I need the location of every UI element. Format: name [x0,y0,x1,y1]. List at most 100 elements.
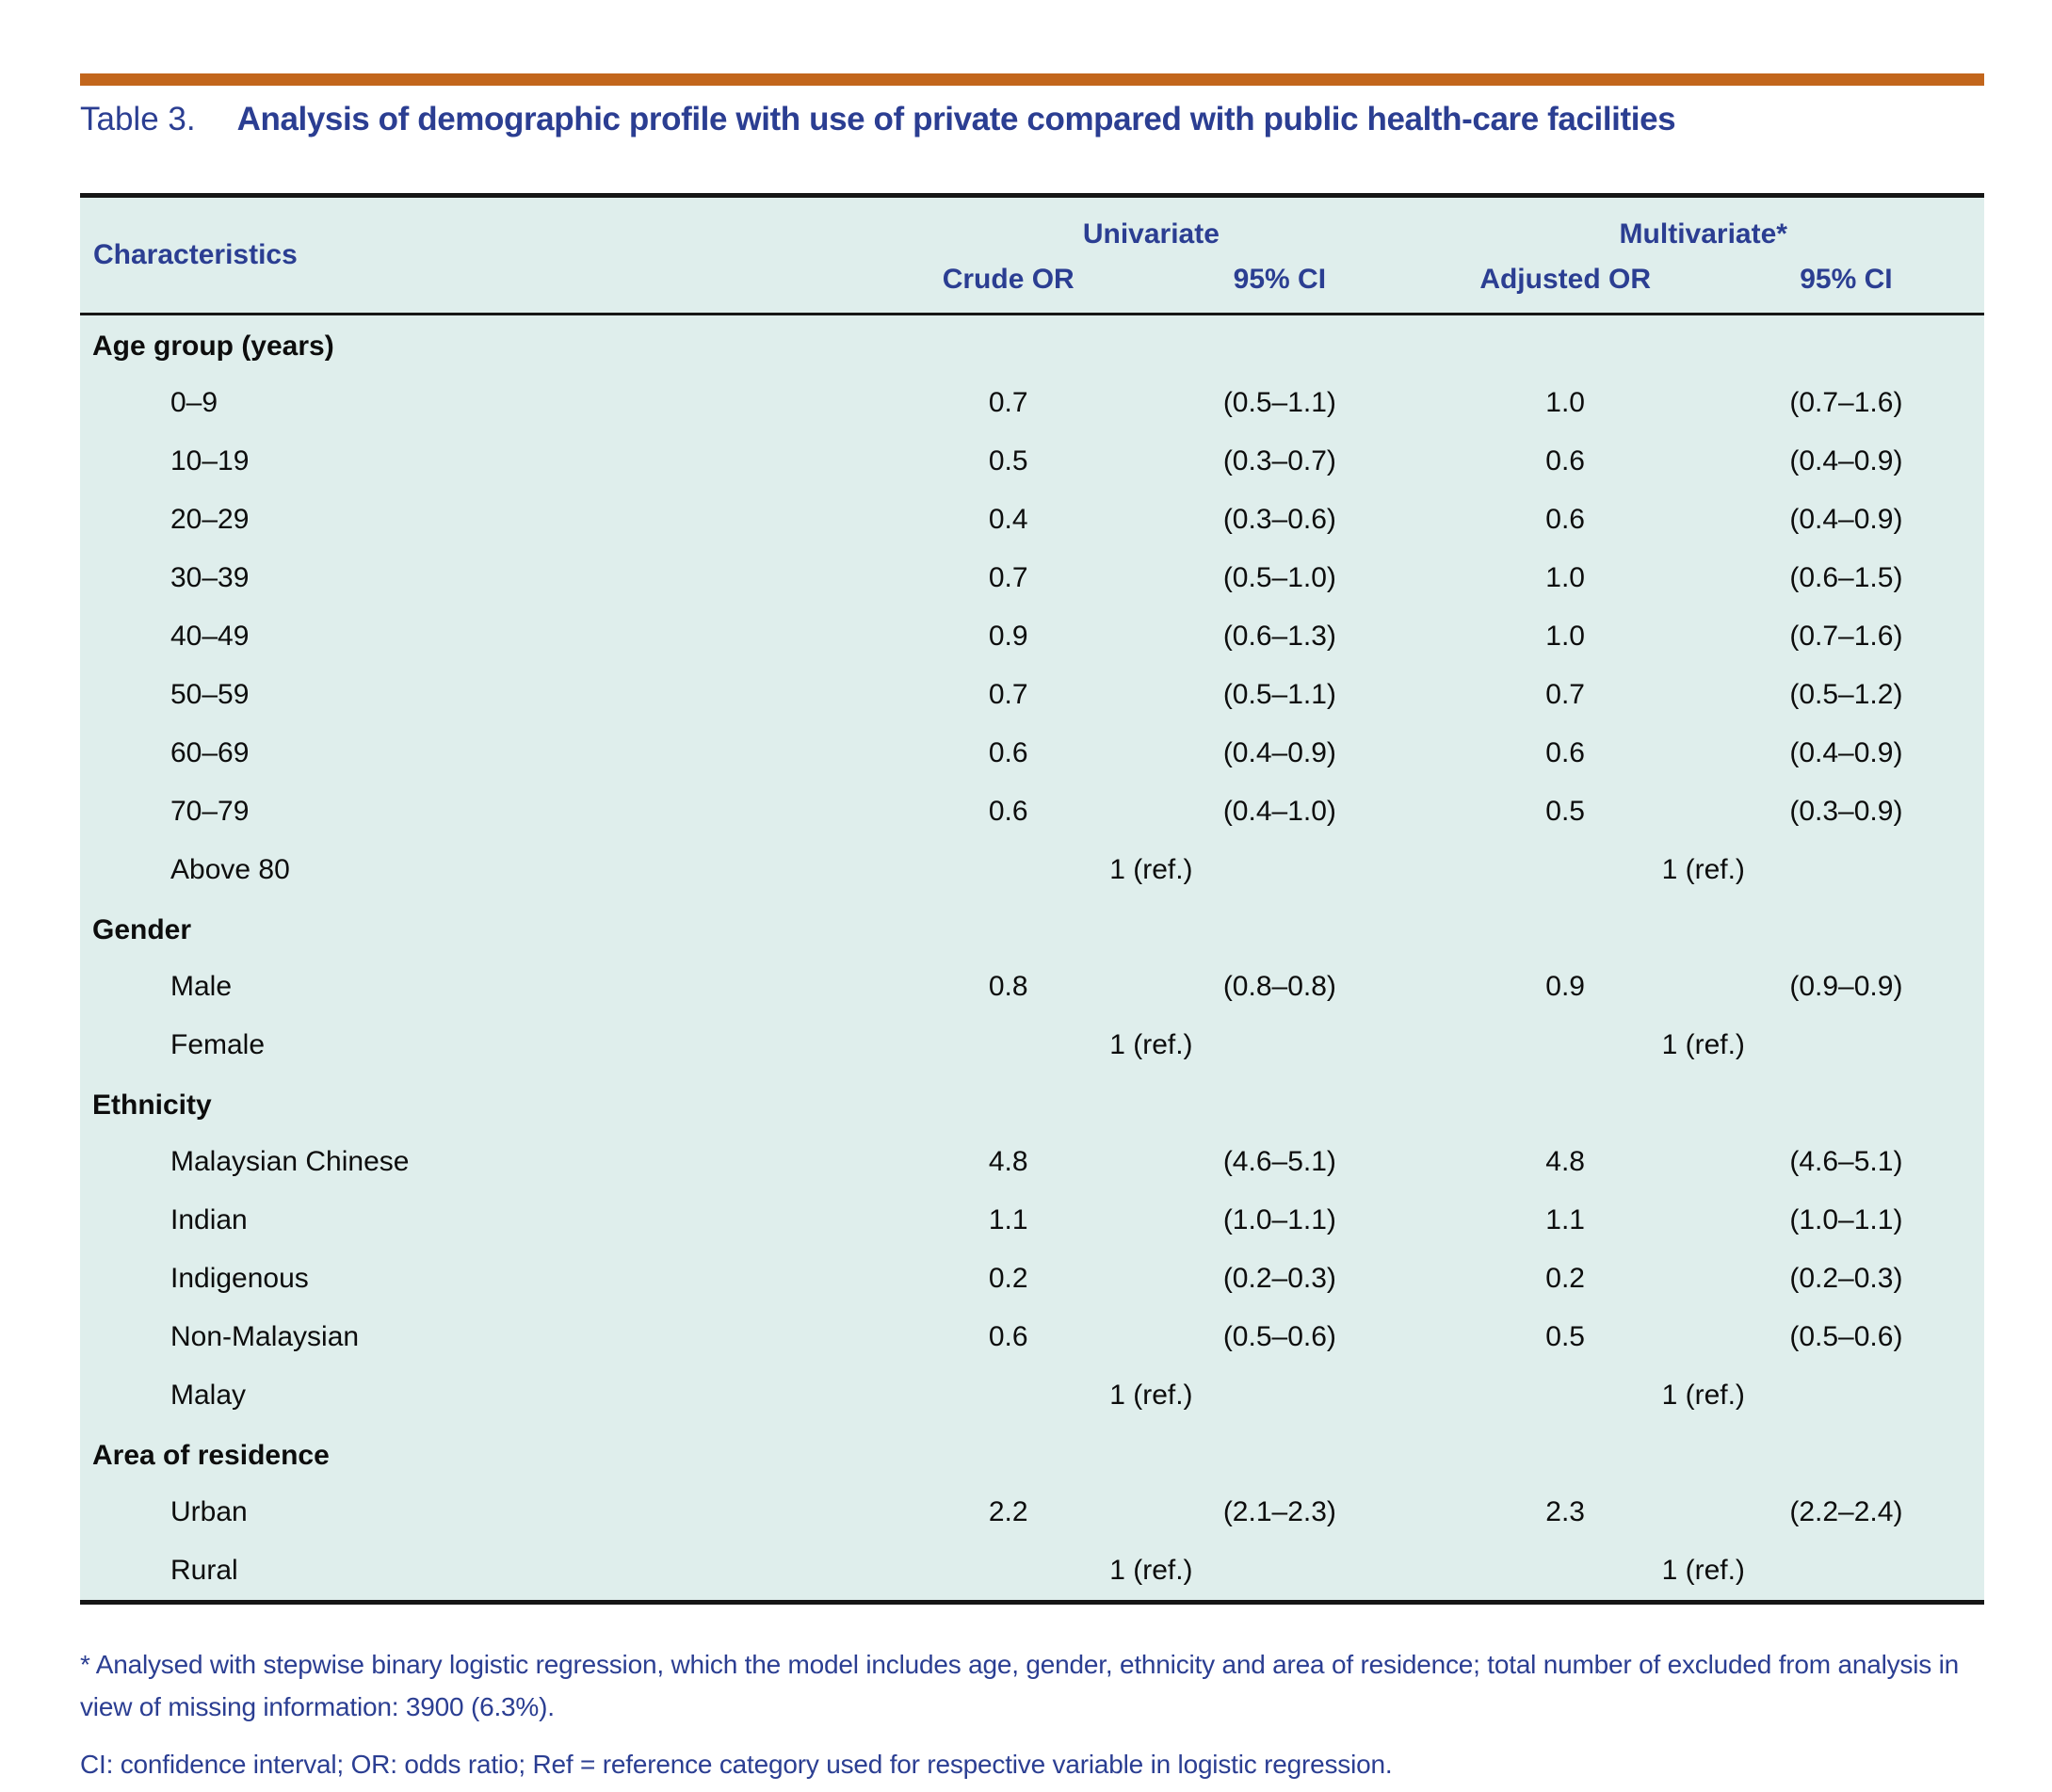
footnotes: * Analysed with stepwise binary logistic… [80,1644,1984,1785]
section-header-row: Ethnicity [80,1074,1984,1133]
table-header: Characteristics Univariate Multivariate*… [80,195,1984,315]
table-row: Malaysian Chinese 4.8 (4.6–5.1) 4.8 (4.6–5.1… [80,1133,1984,1191]
row-label: 60–69 [170,737,250,768]
adjusted-or-value: 0.6 [1545,445,1585,476]
row-label: Malaysian Chinese [170,1146,410,1177]
row-label: Rural [170,1555,238,1586]
demographics-table: Characteristics Univariate Multivariate*… [80,193,1984,1605]
crude-or-value: 0.7 [988,562,1028,593]
sub-header-row: Crude OR 95% CI Adjusted OR 95% CI [80,254,1984,315]
adjusted-ci-value: (1.0–1.1) [1789,1204,1903,1235]
crude-or-value: 0.4 [988,504,1028,535]
crude-ci-value: (0.6–1.3) [1222,621,1336,652]
table-row: Male 0.8 (0.8–0.8) 0.9 (0.9–0.9) [80,958,1984,1016]
adjusted-or-value: 1.0 [1545,387,1585,418]
row-label: Male [170,971,233,1002]
adjusted-or-value: 0.6 [1545,737,1585,768]
crude-or-value: 0.5 [988,445,1028,476]
crude-ci-value: (0.5–1.1) [1222,679,1336,710]
page-title: Analysis of demographic profile with use… [236,101,1676,137]
adjusted-ci-value: (0.4–0.9) [1789,504,1903,535]
table-row: Female 1 (ref.) 1 (ref.) [80,1016,1984,1074]
crude-or-value: 0.6 [988,1321,1028,1352]
adjusted-or-value: 0.9 [1545,971,1585,1002]
column-header-adjusted-or: Adjusted OR [1422,254,1708,315]
table-row: 30–39 0.7 (0.5–1.0) 1.0 (0.6–1.5) [80,549,1984,607]
adjusted-ci-value: (2.2–2.4) [1789,1496,1903,1527]
table-row: Above 80 1 (ref.) 1 (ref.) [80,841,1984,899]
row-label: 30–39 [170,562,250,593]
row-label: Female [170,1029,266,1060]
table-number: Table 3. [80,101,196,137]
table-row: 0–9 0.7 (0.5–1.1) 1.0 (0.7–1.6) [80,374,1984,432]
section-header: Area of residence [92,1440,330,1471]
adjusted-or-value: 1.1 [1545,1204,1585,1235]
table-caption: Table 3. Analysis of demographic profile… [80,101,1984,138]
footnote-abbreviations: CI: confidence interval; OR: odds ratio;… [80,1749,1393,1779]
section-header-row: Age group (years) [80,315,1984,375]
row-label: Indigenous [170,1263,309,1294]
adjusted-ci-value: (0.7–1.6) [1789,387,1903,418]
adjusted-ci-value: (0.5–0.6) [1789,1321,1903,1352]
crude-or-value: 2.2 [988,1496,1028,1527]
adjusted-ci-value: (0.4–0.9) [1789,445,1903,476]
table-row: Rural 1 (ref.) 1 (ref.) [80,1542,1984,1603]
univariate-ref-value: 1 (ref.) [1109,854,1193,885]
crude-ci-value: (0.5–1.1) [1222,387,1336,418]
crude-or-value: 1.1 [988,1204,1028,1235]
column-header-characteristics: Characteristics [80,195,881,315]
footnote-model: * Analysed with stepwise binary logistic… [80,1650,1960,1721]
crude-ci-value: (4.6–5.1) [1222,1146,1336,1177]
crude-or-value: 4.8 [988,1146,1028,1177]
section-header-row: Area of residence [80,1425,1984,1483]
table-row: Urban 2.2 (2.1–2.3) 2.3 (2.2–2.4) [80,1483,1984,1542]
adjusted-ci-value: (0.9–0.9) [1789,971,1903,1002]
crude-or-value: 0.9 [988,621,1028,652]
crude-ci-value: (0.3–0.7) [1222,445,1336,476]
table-row: 70–79 0.6 (0.4–1.0) 0.5 (0.3–0.9) [80,783,1984,841]
crude-or-value: 0.6 [988,737,1028,768]
table-row: 60–69 0.6 (0.4–0.9) 0.6 (0.4–0.9) [80,724,1984,783]
accent-rule [80,73,1984,86]
univariate-ref-value: 1 (ref.) [1109,1555,1193,1586]
adjusted-or-value: 4.8 [1545,1146,1585,1177]
adjusted-or-value: 0.2 [1545,1263,1585,1294]
crude-or-value: 0.8 [988,971,1028,1002]
univariate-ref-value: 1 (ref.) [1109,1380,1193,1411]
row-label: Indian [170,1204,248,1235]
adjusted-ci-value: (0.6–1.5) [1789,562,1903,593]
section-header-row: Gender [80,899,1984,958]
multivariate-ref-value: 1 (ref.) [1661,854,1745,885]
univariate-ref-value: 1 (ref.) [1109,1029,1193,1060]
table-row: 50–59 0.7 (0.5–1.1) 0.7 (0.5–1.2) [80,666,1984,724]
adjusted-ci-value: (0.2–0.3) [1789,1263,1903,1294]
multivariate-ref-value: 1 (ref.) [1661,1380,1745,1411]
row-label: 10–19 [170,445,250,476]
row-label: 70–79 [170,796,250,827]
crude-ci-value: (2.1–2.3) [1222,1496,1336,1527]
crude-ci-value: (1.0–1.1) [1222,1204,1336,1235]
crude-ci-value: (0.8–0.8) [1222,971,1336,1002]
row-label: Malay [170,1380,247,1411]
crude-or-value: 0.7 [988,679,1028,710]
row-label: Non-Malaysian [170,1321,360,1352]
adjusted-or-value: 2.3 [1545,1496,1585,1527]
crude-ci-value: (0.3–0.6) [1222,504,1336,535]
adjusted-or-value: 0.7 [1545,679,1585,710]
column-header-univariate-ci: 95% CI [1137,254,1423,315]
crude-or-value: 0.2 [988,1263,1028,1294]
adjusted-ci-value: (0.7–1.6) [1789,621,1903,652]
crude-or-value: 0.7 [988,387,1028,418]
crude-ci-value: (0.4–1.0) [1222,796,1336,827]
table-row: 20–29 0.4 (0.3–0.6) 0.6 (0.4–0.9) [80,491,1984,549]
multivariate-ref-value: 1 (ref.) [1661,1555,1745,1586]
group-header-row: Characteristics Univariate Multivariate* [80,195,1984,315]
row-label: 40–49 [170,621,250,652]
crude-ci-value: (0.4–0.9) [1222,737,1336,768]
adjusted-or-value: 0.5 [1545,1321,1585,1352]
table-row: Indian 1.1 (1.0–1.1) 1.1 (1.0–1.1) [80,1191,1984,1250]
table-body: Age group (years) 0–9 0.7 (0.5–1.1) 1.0 (0.7–… [80,315,1984,1603]
crude-ci-value: (0.2–0.3) [1222,1263,1336,1294]
row-label: 20–29 [170,504,250,535]
